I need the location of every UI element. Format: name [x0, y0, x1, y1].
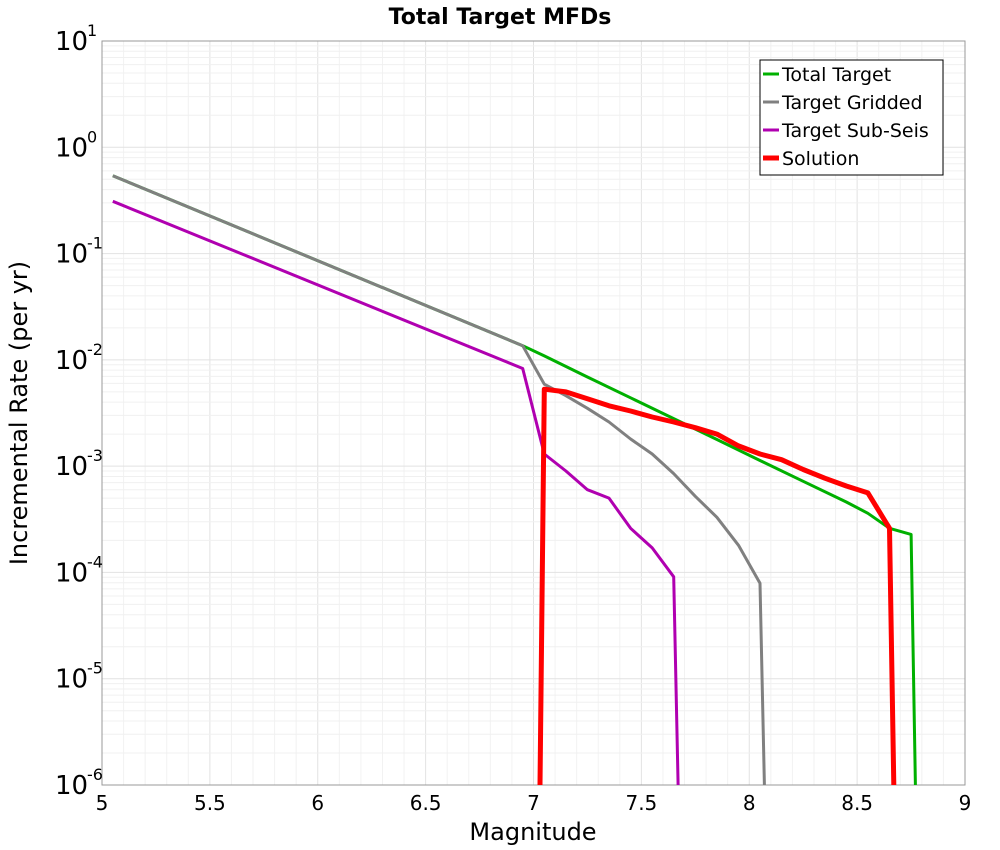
legend-label: Solution [782, 148, 859, 170]
y-tick-exponent: -5 [87, 659, 103, 678]
y-tick-label: 10-1 [55, 234, 103, 270]
y-tick-label: 10-5 [55, 659, 103, 695]
y-tick-base: 10 [55, 452, 88, 482]
y-tick-base: 10 [55, 771, 88, 801]
x-tick-label: 5 [96, 791, 109, 815]
legend: Total Target Target Gridded Target Sub-Sei… [759, 59, 944, 176]
y-tick-exponent: -6 [87, 765, 103, 784]
legend-label: Total Target [781, 64, 891, 86]
x-tick-label: 7.5 [625, 791, 657, 815]
x-axis-label: Magnitude [469, 818, 596, 846]
y-tick-label: 10-2 [55, 340, 103, 376]
series-lines [112, 174, 917, 786]
grid [101, 40, 966, 786]
series-line-solution [537, 386, 897, 786]
y-tick-label: 10-3 [55, 446, 103, 482]
x-tick-label: 7 [527, 791, 540, 815]
legend-label: Target Gridded [781, 92, 923, 114]
y-tick-label: 10-6 [55, 765, 103, 801]
series-line-target-sub-seis [112, 199, 680, 786]
x-axis-ticks: 5 5.5 6 6.5 7 7.5 8 8.5 9 [96, 791, 972, 815]
y-tick-exponent: -4 [87, 552, 103, 571]
series-line-target-gridded [112, 174, 766, 786]
y-tick-base: 10 [55, 133, 88, 163]
y-tick-exponent: 1 [87, 21, 97, 40]
y-tick-base: 10 [55, 665, 88, 695]
legend-box [759, 59, 944, 176]
x-tick-label: 9 [959, 791, 972, 815]
y-tick-base: 10 [55, 558, 88, 588]
x-tick-label: 6 [311, 791, 324, 815]
y-tick-base: 10 [55, 240, 88, 270]
y-tick-label: 101 [55, 21, 97, 57]
y-tick-base: 10 [55, 346, 88, 376]
plot-area-frame [101, 40, 966, 786]
x-tick-label: 8 [743, 791, 756, 815]
x-tick-label: 6.5 [410, 791, 442, 815]
legend-label: Target Sub-Seis [781, 120, 929, 142]
y-tick-label: 100 [55, 127, 97, 163]
y-tick-base: 10 [55, 27, 88, 57]
y-tick-exponent: -1 [87, 234, 103, 253]
y-tick-exponent: -3 [87, 446, 103, 465]
y-tick-exponent: 0 [87, 127, 97, 146]
x-tick-label: 8.5 [841, 791, 873, 815]
y-axis-label: Incremental Rate (per yr) [5, 261, 33, 565]
y-tick-exponent: -2 [87, 340, 103, 359]
x-tick-label: 5.5 [194, 791, 226, 815]
chart-title: Total Target MFDs [389, 5, 612, 30]
y-tick-label: 10-4 [55, 552, 103, 588]
